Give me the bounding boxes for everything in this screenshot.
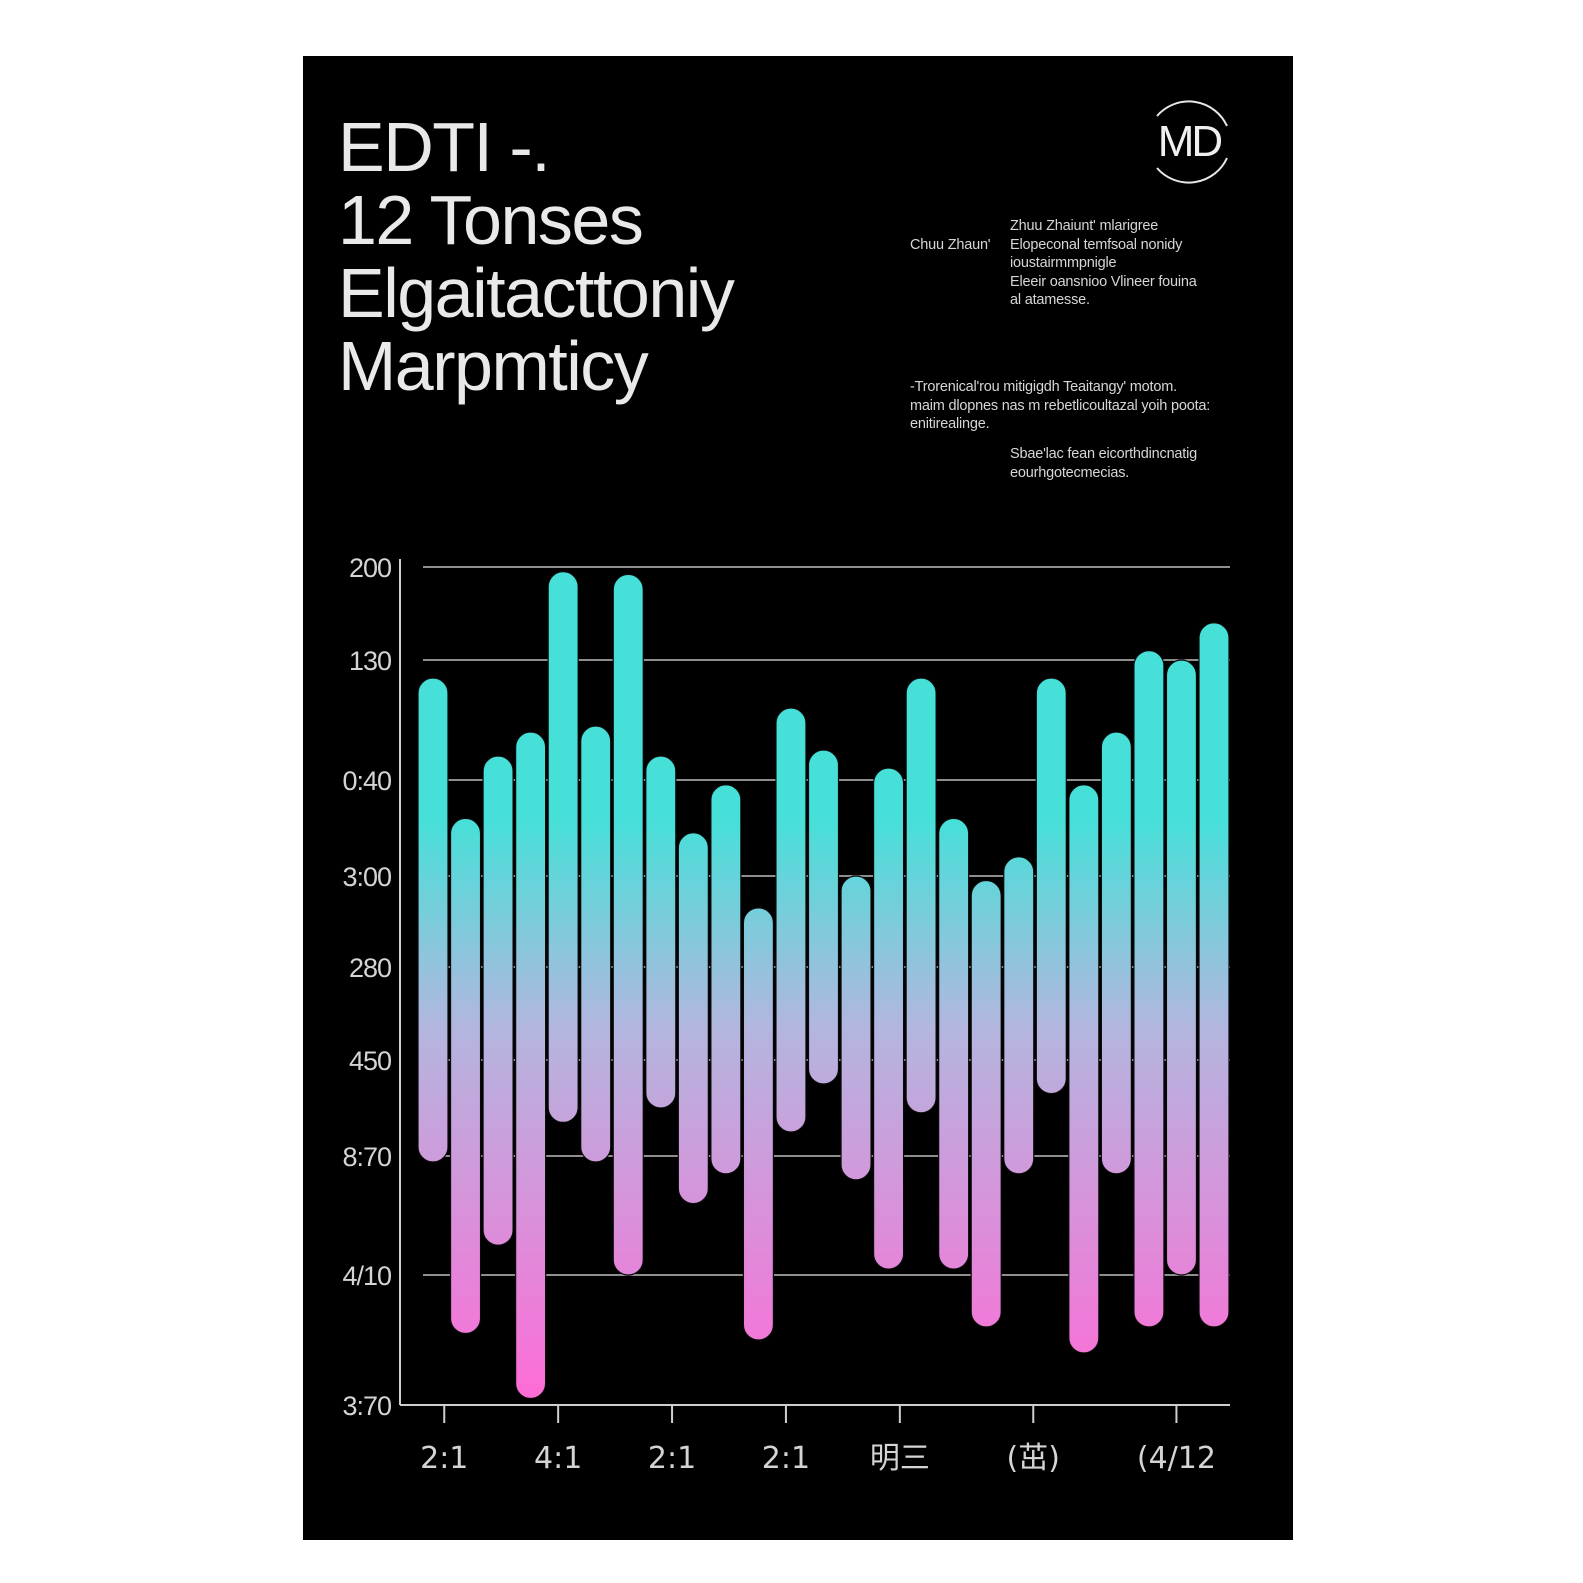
bar (1165, 659, 1198, 1276)
description-b-line: maim dlopnes nas m rebetlicoultazal yoih… (910, 397, 1211, 414)
title-line-1: EDTI -. (338, 108, 551, 186)
y-tick-label: 3:00 (342, 862, 391, 892)
bar (1100, 731, 1132, 1175)
bar (1035, 677, 1067, 1095)
description-b: -Trorenical'rou mitigigdh Teaitangy' mot… (910, 378, 1210, 434)
bars (417, 571, 1230, 1400)
logo-text: MD (1158, 117, 1222, 166)
description-a-line: Eleeir oansnioo Vlineer fouina (1010, 273, 1197, 290)
title-line-2: 12 Tonses (338, 181, 644, 259)
y-tick-label: 8:70 (342, 1142, 391, 1172)
bar (840, 875, 872, 1181)
title-line-3: Elgaitacttoniy (338, 254, 735, 332)
bar (547, 571, 579, 1124)
x-tick-label: 明三 (870, 1441, 930, 1476)
bar (482, 755, 514, 1246)
description-c: Sbae'lac fean eicorthdincnatig eourhgote… (1010, 445, 1197, 482)
axes (399, 559, 1230, 1423)
md-logo-icon: MD (1143, 96, 1235, 188)
description-a-label: Chuu Zhaun' (910, 237, 991, 253)
y-tick-label: 3:70 (342, 1391, 391, 1421)
x-tick-label: (茁) (1007, 1441, 1060, 1476)
description-b-line: enitirealinge. (910, 416, 990, 432)
bar (677, 832, 709, 1205)
poster-title: EDTI -. 12 Tonses Elgaitacttoniy Marpmti… (338, 108, 735, 405)
description-a-line: Zhuu Zhaiunt' mlarigree (1010, 218, 1159, 234)
description-a-line: al atamesse. (1010, 292, 1090, 308)
x-tick-label: (4/12 (1137, 1441, 1216, 1476)
description-a-line: ioustairmmpnigle (1010, 255, 1117, 271)
y-tick-label: 0:40 (342, 766, 391, 796)
bar (612, 573, 644, 1276)
y-tick-label: 450 (349, 1046, 391, 1076)
x-tick-label: 2:1 (420, 1441, 468, 1476)
bar (710, 784, 742, 1175)
bar (872, 767, 905, 1270)
description-b-line: -Trorenical'rou mitigigdh Teaitangy' mot… (910, 379, 1177, 395)
y-tick-label: 130 (349, 646, 391, 676)
bar (742, 907, 775, 1341)
bar (449, 817, 482, 1335)
poster: EDTI -. 12 Tonses Elgaitacttoniy Marpmti… (303, 56, 1293, 1540)
description-c-line: eourhgotecmecias. (1010, 464, 1130, 481)
bar (938, 817, 970, 1270)
bar (775, 707, 807, 1133)
bar (905, 677, 937, 1114)
x-tick-label: 2:1 (648, 1441, 696, 1476)
bar (807, 749, 840, 1085)
title-line-4: Marpmticy (338, 327, 649, 405)
y-tick-label: 200 (349, 553, 391, 583)
description-a-line: Elopeconal temfsoal nonidy (1010, 236, 1183, 253)
bar (1068, 784, 1100, 1354)
description-c-line: Sbae'lac fean eicorthdincnatig (1010, 446, 1198, 462)
x-tick-label: 2:1 (762, 1441, 810, 1476)
y-tick-label: 4/10 (342, 1261, 391, 1291)
y-tick-label: 280 (349, 953, 391, 983)
bar (970, 879, 1002, 1328)
bar (417, 677, 449, 1163)
range-bar-chart: 3:70 4/10 8:70 450 280 3:00 0:40 130 200 2:1 4:1 2:… (342, 553, 1230, 1476)
tick-labels: 3:70 4/10 8:70 450 280 3:00 0:40 130 200 2:1 4:1 2:… (342, 553, 1216, 1476)
bar (1133, 650, 1165, 1328)
description-a: Zhuu Zhaiunt' mlarigree Elopeconal temfs… (1010, 217, 1197, 310)
bar (1198, 622, 1230, 1328)
bar (580, 725, 612, 1163)
bar (515, 731, 547, 1400)
bar (645, 755, 677, 1109)
bar (1003, 856, 1035, 1175)
x-tick-label: 4:1 (534, 1441, 582, 1476)
